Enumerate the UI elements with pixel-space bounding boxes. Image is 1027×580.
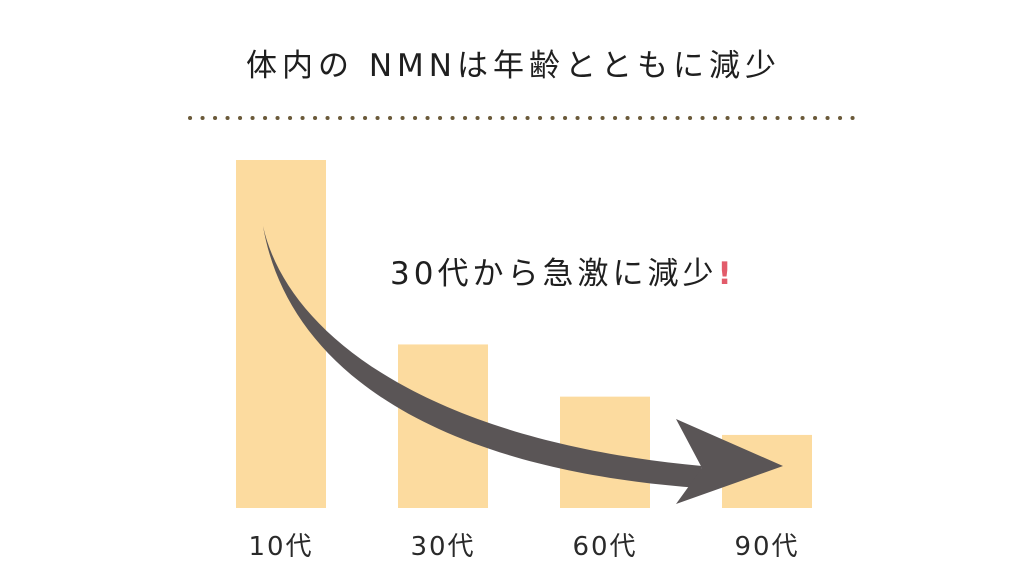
category-label-1: 10代: [248, 532, 314, 562]
decline-arrow-head: [676, 419, 783, 504]
dotted-divider: [188, 116, 860, 120]
category-label-2: 30代: [410, 532, 476, 562]
decline-annotation: 30代から急激に減少!: [390, 252, 736, 296]
category-label-3: 60代: [572, 532, 638, 562]
chart-title: 体内の NMNは年齢とともに減少: [246, 48, 781, 84]
annotation-text: 30代から急激に減少: [390, 256, 718, 292]
decline-arrow-shaft: [263, 226, 702, 488]
category-label-4: 90代: [734, 532, 800, 562]
decline-arrow: [263, 226, 783, 504]
exclamation-icon: !: [717, 256, 736, 292]
bar-1: [236, 160, 326, 508]
